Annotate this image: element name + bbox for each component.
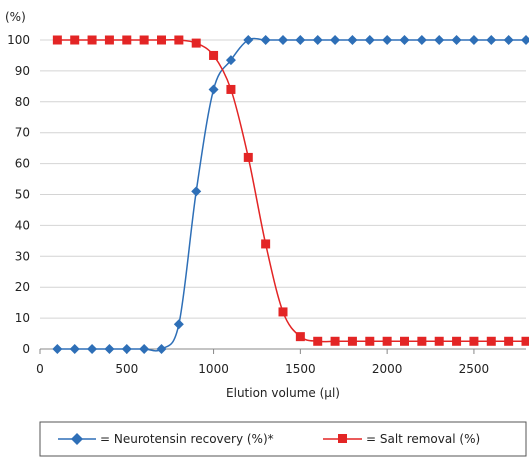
data-point-square	[486, 336, 496, 346]
series	[52, 35, 529, 354]
y-tick-label: 80	[15, 95, 30, 109]
data-point-diamond	[139, 344, 150, 354]
data-point-square	[452, 336, 462, 346]
data-point-diamond	[208, 84, 219, 95]
series-0	[52, 35, 529, 354]
x-tick-label: 1000	[198, 362, 229, 376]
data-point-diamond	[312, 35, 323, 45]
legend-label-neurotensin: = Neurotensin recovery (%)*	[100, 432, 274, 446]
data-point-square	[313, 336, 323, 346]
data-point-square	[347, 336, 357, 346]
data-point-square	[365, 336, 375, 346]
x-tick-labels: 0 500 1000 1500 2000 2500	[36, 349, 489, 376]
data-point-diamond	[399, 35, 410, 45]
data-point-square	[278, 307, 288, 317]
data-point-diamond	[330, 35, 341, 45]
data-point-diamond	[69, 344, 80, 354]
data-point-diamond	[121, 344, 132, 354]
y-tick-label: 10	[15, 311, 30, 325]
data-point-square	[330, 336, 340, 346]
data-point-diamond	[191, 186, 202, 197]
y-tick-label: 50	[15, 188, 30, 202]
x-tick-label: 2500	[459, 362, 490, 376]
x-tick-label: 500	[115, 362, 138, 376]
data-point-diamond	[382, 35, 393, 45]
data-point-diamond	[503, 35, 514, 45]
y-tick-label: 40	[15, 218, 30, 232]
data-point-diamond	[521, 35, 529, 45]
data-point-square	[261, 239, 271, 249]
data-point-square	[417, 336, 427, 346]
legend-marker-salt	[338, 434, 347, 443]
data-point-diamond	[295, 35, 306, 45]
data-point-square	[122, 35, 132, 45]
data-point-diamond	[87, 344, 98, 354]
data-point-square	[226, 84, 236, 94]
data-point-square	[400, 336, 409, 346]
data-point-square	[70, 35, 80, 45]
data-point-square	[209, 50, 219, 60]
data-point-diamond	[173, 319, 184, 330]
y-tick-label: 70	[15, 126, 30, 140]
legend-label-salt: = Salt removal (%)	[366, 432, 480, 446]
x-axis-title: Elution volume (µl)	[226, 386, 340, 400]
data-point-diamond	[451, 35, 462, 45]
data-point-square	[174, 35, 184, 45]
data-point-square	[521, 336, 529, 346]
data-point-square	[139, 35, 149, 45]
data-point-square	[469, 336, 479, 346]
data-point-diamond	[243, 35, 254, 45]
y-tick-labels: 0 10 20 30 40 50 60 70 80 90 100	[7, 33, 30, 356]
legend-box	[39, 421, 527, 457]
y-tick-label: 100	[7, 33, 30, 47]
data-point-diamond	[416, 35, 427, 45]
y-tick-label: 20	[15, 280, 30, 294]
data-point-diamond	[434, 35, 445, 45]
y-tick-label: 30	[15, 249, 30, 263]
data-point-square	[504, 336, 514, 346]
data-point-diamond	[347, 35, 358, 45]
x-tick-label: 1500	[285, 362, 316, 376]
data-point-square	[52, 35, 62, 45]
y-tick-label: 60	[15, 157, 30, 171]
series-1	[52, 35, 529, 346]
data-point-diamond	[486, 35, 497, 45]
data-point-square	[295, 332, 305, 342]
series-line-1	[57, 39, 526, 343]
data-point-diamond	[156, 344, 167, 354]
data-point-diamond	[52, 344, 63, 354]
data-point-square	[157, 35, 166, 45]
data-point-square	[191, 38, 201, 48]
data-point-diamond	[104, 344, 115, 354]
data-point-diamond	[468, 35, 479, 45]
gridlines	[40, 39, 526, 319]
data-point-diamond	[225, 55, 236, 66]
y-tick-label: 90	[15, 64, 30, 78]
data-point-square	[104, 35, 114, 45]
data-point-diamond	[278, 35, 288, 45]
data-point-diamond	[364, 35, 375, 45]
y-tick-label: 0	[22, 342, 30, 356]
data-point-square	[87, 35, 97, 45]
x-tick-label: 0	[36, 362, 44, 376]
x-tick-label: 2000	[372, 362, 403, 376]
y-axis-unit-label: (%)	[5, 10, 26, 24]
legend-marker-neurotensin	[71, 433, 83, 445]
data-point-square	[434, 336, 444, 346]
data-point-square	[382, 336, 392, 346]
legend: = Neurotensin recovery (%)* = Salt remov…	[39, 421, 527, 457]
data-point-square	[243, 152, 253, 162]
data-point-diamond	[260, 35, 271, 45]
